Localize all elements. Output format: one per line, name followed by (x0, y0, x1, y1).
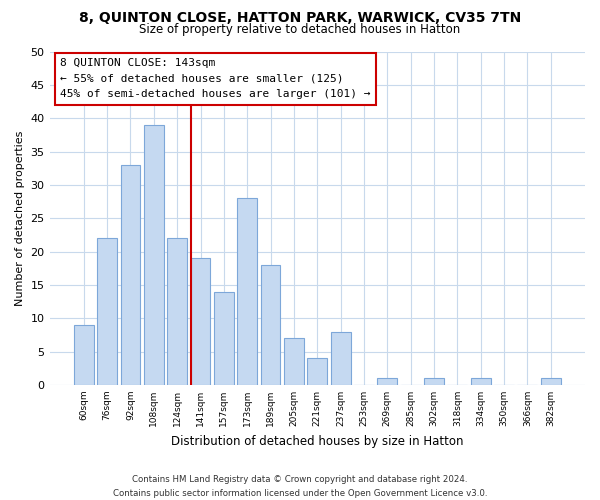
Bar (238, 198, 257, 385)
Bar (377, 378, 397, 385)
Bar (541, 378, 560, 385)
Bar (260, 265, 280, 385)
Bar (97, 238, 117, 385)
Text: Contains HM Land Registry data © Crown copyright and database right 2024.
Contai: Contains HM Land Registry data © Crown c… (113, 476, 487, 498)
Bar (74, 325, 94, 385)
Bar (214, 292, 234, 385)
Bar (307, 358, 327, 385)
Bar (191, 258, 211, 385)
Bar (331, 332, 350, 385)
Bar (471, 378, 491, 385)
Y-axis label: Number of detached properties: Number of detached properties (15, 130, 25, 306)
Text: Size of property relative to detached houses in Hatton: Size of property relative to detached ho… (139, 22, 461, 36)
X-axis label: Distribution of detached houses by size in Hatton: Distribution of detached houses by size … (171, 434, 464, 448)
Bar (144, 125, 164, 385)
Bar (121, 165, 140, 385)
Text: 8 QUINTON CLOSE: 143sqm
← 55% of detached houses are smaller (125)
45% of semi-d: 8 QUINTON CLOSE: 143sqm ← 55% of detache… (60, 58, 371, 100)
Bar (167, 238, 187, 385)
Bar (424, 378, 444, 385)
Bar (284, 338, 304, 385)
Text: 8, QUINTON CLOSE, HATTON PARK, WARWICK, CV35 7TN: 8, QUINTON CLOSE, HATTON PARK, WARWICK, … (79, 11, 521, 25)
